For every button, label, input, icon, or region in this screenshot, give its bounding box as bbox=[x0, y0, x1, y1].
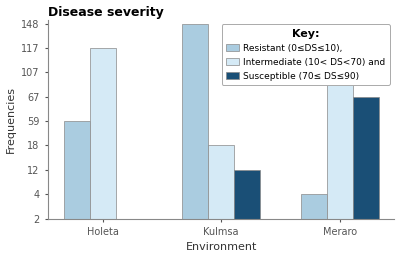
Bar bbox=[353, 97, 379, 219]
Legend: Resistant (0≤DS≤10),, Intermediate (10< DS<70) and, Susceptible (70≤ DS≤90): Resistant (0≤DS≤10),, Intermediate (10< … bbox=[222, 24, 390, 85]
Bar bbox=[208, 146, 234, 219]
Bar bbox=[326, 72, 353, 219]
Bar bbox=[90, 48, 116, 219]
Bar bbox=[300, 194, 326, 219]
Y-axis label: Frequencies: Frequencies bbox=[6, 86, 16, 153]
Text: Disease severity: Disease severity bbox=[48, 6, 164, 19]
Bar bbox=[182, 24, 208, 219]
X-axis label: Environment: Environment bbox=[186, 243, 257, 252]
Bar bbox=[64, 121, 90, 219]
Bar bbox=[234, 170, 260, 219]
